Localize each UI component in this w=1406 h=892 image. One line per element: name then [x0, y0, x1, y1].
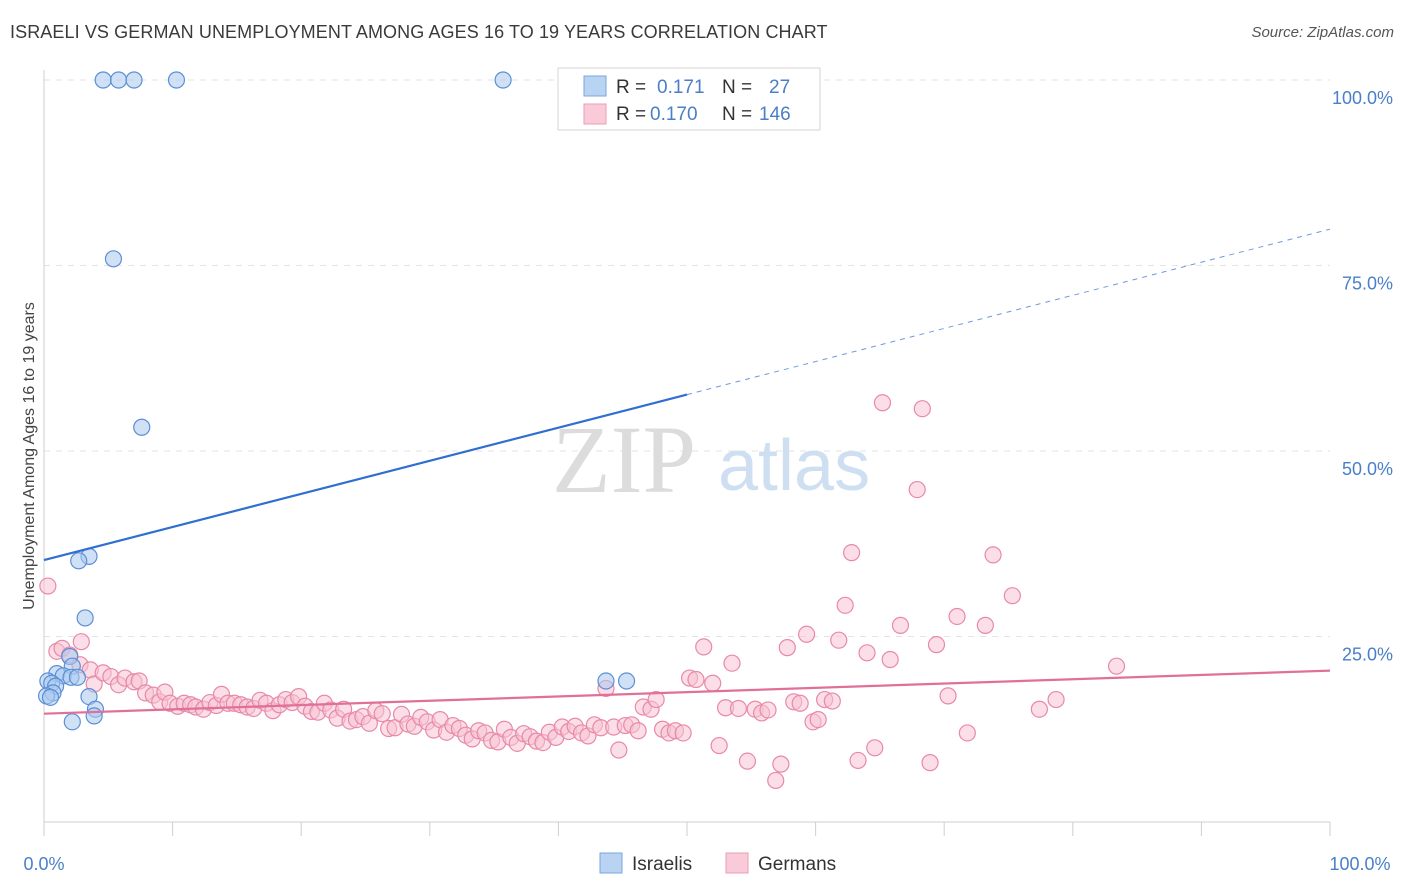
- german-point-115: [791, 694, 809, 712]
- germans-trend-line: [43, 669, 1331, 715]
- israeli-point-5: [104, 250, 123, 268]
- german-point-107: [738, 752, 757, 770]
- german-point-0: [39, 577, 57, 595]
- german-point-94: [647, 690, 665, 709]
- german-point-101: [695, 638, 713, 656]
- bottom-legend-germans: Germans: [758, 854, 836, 875]
- israeli-point-24: [85, 707, 103, 725]
- stats-legend: R = 0.171 N = 27 R = 0.170 N = 146: [557, 67, 821, 131]
- legend-n-value-germans: 146: [759, 104, 791, 125]
- german-point-103: [710, 736, 728, 755]
- israeli-point-6: [133, 418, 151, 436]
- legend-r-label-germans: R =: [616, 104, 646, 125]
- israeli-point-25: [63, 713, 81, 731]
- german-point-128: [881, 650, 899, 669]
- israeli-point-2: [125, 71, 143, 89]
- legend-r-label-israelis: R =: [616, 77, 646, 98]
- israeli-point-9: [76, 609, 94, 627]
- legend-n-value-israelis: 27: [769, 77, 790, 98]
- israelis-points: [37, 71, 636, 731]
- watermark-zip: ZIP: [552, 406, 696, 513]
- german-point-131: [913, 400, 931, 418]
- israelis-trend-line: [43, 393, 688, 562]
- watermark-atlas: atlas: [718, 426, 870, 506]
- german-point-142: [1107, 657, 1126, 675]
- israeli-point-1: [109, 71, 128, 89]
- german-point-125: [858, 644, 876, 662]
- israeli-point-8: [70, 552, 88, 570]
- german-point-133: [927, 636, 946, 654]
- trend-lines: [43, 228, 1331, 715]
- german-point-100: [687, 670, 705, 689]
- german-point-112: [772, 755, 790, 773]
- german-point-105: [723, 654, 741, 672]
- german-point-124: [849, 751, 867, 770]
- german-point-137: [976, 616, 994, 634]
- german-point-132: [921, 754, 939, 772]
- x-ticks: [43, 822, 1331, 836]
- german-point-98: [674, 724, 692, 742]
- german-point-91: [629, 722, 647, 740]
- bottom-legend-swatch-israelis: [599, 852, 623, 874]
- israeli-point-27: [617, 672, 636, 690]
- german-point-139: [1003, 587, 1021, 605]
- y-tick-label-25: 25.0%: [1342, 645, 1393, 665]
- german-point-123: [843, 544, 861, 562]
- german-point-141: [1047, 690, 1065, 709]
- german-point-88: [610, 741, 628, 759]
- german-point-120: [823, 692, 841, 710]
- german-point-136: [958, 724, 976, 742]
- legend-swatch-germans: [583, 103, 607, 125]
- german-point-122: [836, 596, 854, 614]
- german-point-51: [373, 705, 391, 723]
- german-point-113: [778, 639, 796, 657]
- german-point-127: [873, 394, 892, 412]
- israeli-point-21: [41, 688, 60, 706]
- german-point-4: [72, 633, 90, 651]
- source-label: Source: ZipAtlas.com: [1251, 24, 1394, 41]
- german-point-126: [866, 739, 884, 757]
- german-point-102: [704, 674, 722, 692]
- german-point-130: [908, 480, 926, 499]
- y-tick-label-75: 75.0%: [1342, 274, 1393, 294]
- x-tick-label-min: 0.0%: [23, 854, 64, 874]
- y-tick-label-50: 50.0%: [1342, 459, 1393, 479]
- bottom-legend: Israelis Germans: [599, 852, 836, 875]
- chart-title: ISRAELI VS GERMAN UNEMPLOYMENT AMONG AGE…: [10, 22, 828, 42]
- german-point-110: [759, 701, 777, 719]
- watermark: ZIP atlas: [552, 406, 870, 513]
- israeli-point-4: [494, 71, 512, 89]
- y-tick-labels: 25.0% 50.0% 75.0% 100.0%: [1332, 88, 1393, 665]
- german-point-138: [984, 546, 1002, 564]
- y-axis-label: Unemployment Among Ages 16 to 19 years: [21, 302, 38, 610]
- german-point-106: [729, 699, 748, 718]
- legend-r-value-israelis: 0.171: [657, 77, 705, 98]
- grid-lines: [44, 79, 1330, 637]
- german-point-135: [948, 607, 966, 626]
- x-tick-label-max: 100.0%: [1329, 854, 1390, 874]
- german-point-134: [939, 687, 957, 705]
- german-point-129: [891, 616, 910, 634]
- israeli-point-15: [68, 668, 87, 686]
- israelis-trend-extension: [686, 228, 1331, 396]
- legend-r-value-germans: 0.170: [650, 104, 698, 125]
- israeli-point-26: [597, 672, 615, 690]
- german-point-121: [830, 631, 848, 649]
- legend-swatch-israelis: [583, 75, 607, 97]
- legend-n-label-germans: N =: [722, 104, 752, 125]
- y-tick-label-100: 100.0%: [1332, 88, 1393, 108]
- israeli-point-3: [167, 71, 186, 89]
- bottom-legend-israelis: Israelis: [632, 854, 692, 875]
- israeli-point-0: [94, 71, 112, 89]
- legend-n-label-israelis: N =: [722, 77, 752, 98]
- german-point-140: [1030, 700, 1048, 718]
- bottom-legend-swatch-germans: [725, 852, 749, 874]
- german-point-116: [797, 625, 816, 643]
- german-point-111: [767, 771, 785, 790]
- german-point-118: [809, 711, 827, 729]
